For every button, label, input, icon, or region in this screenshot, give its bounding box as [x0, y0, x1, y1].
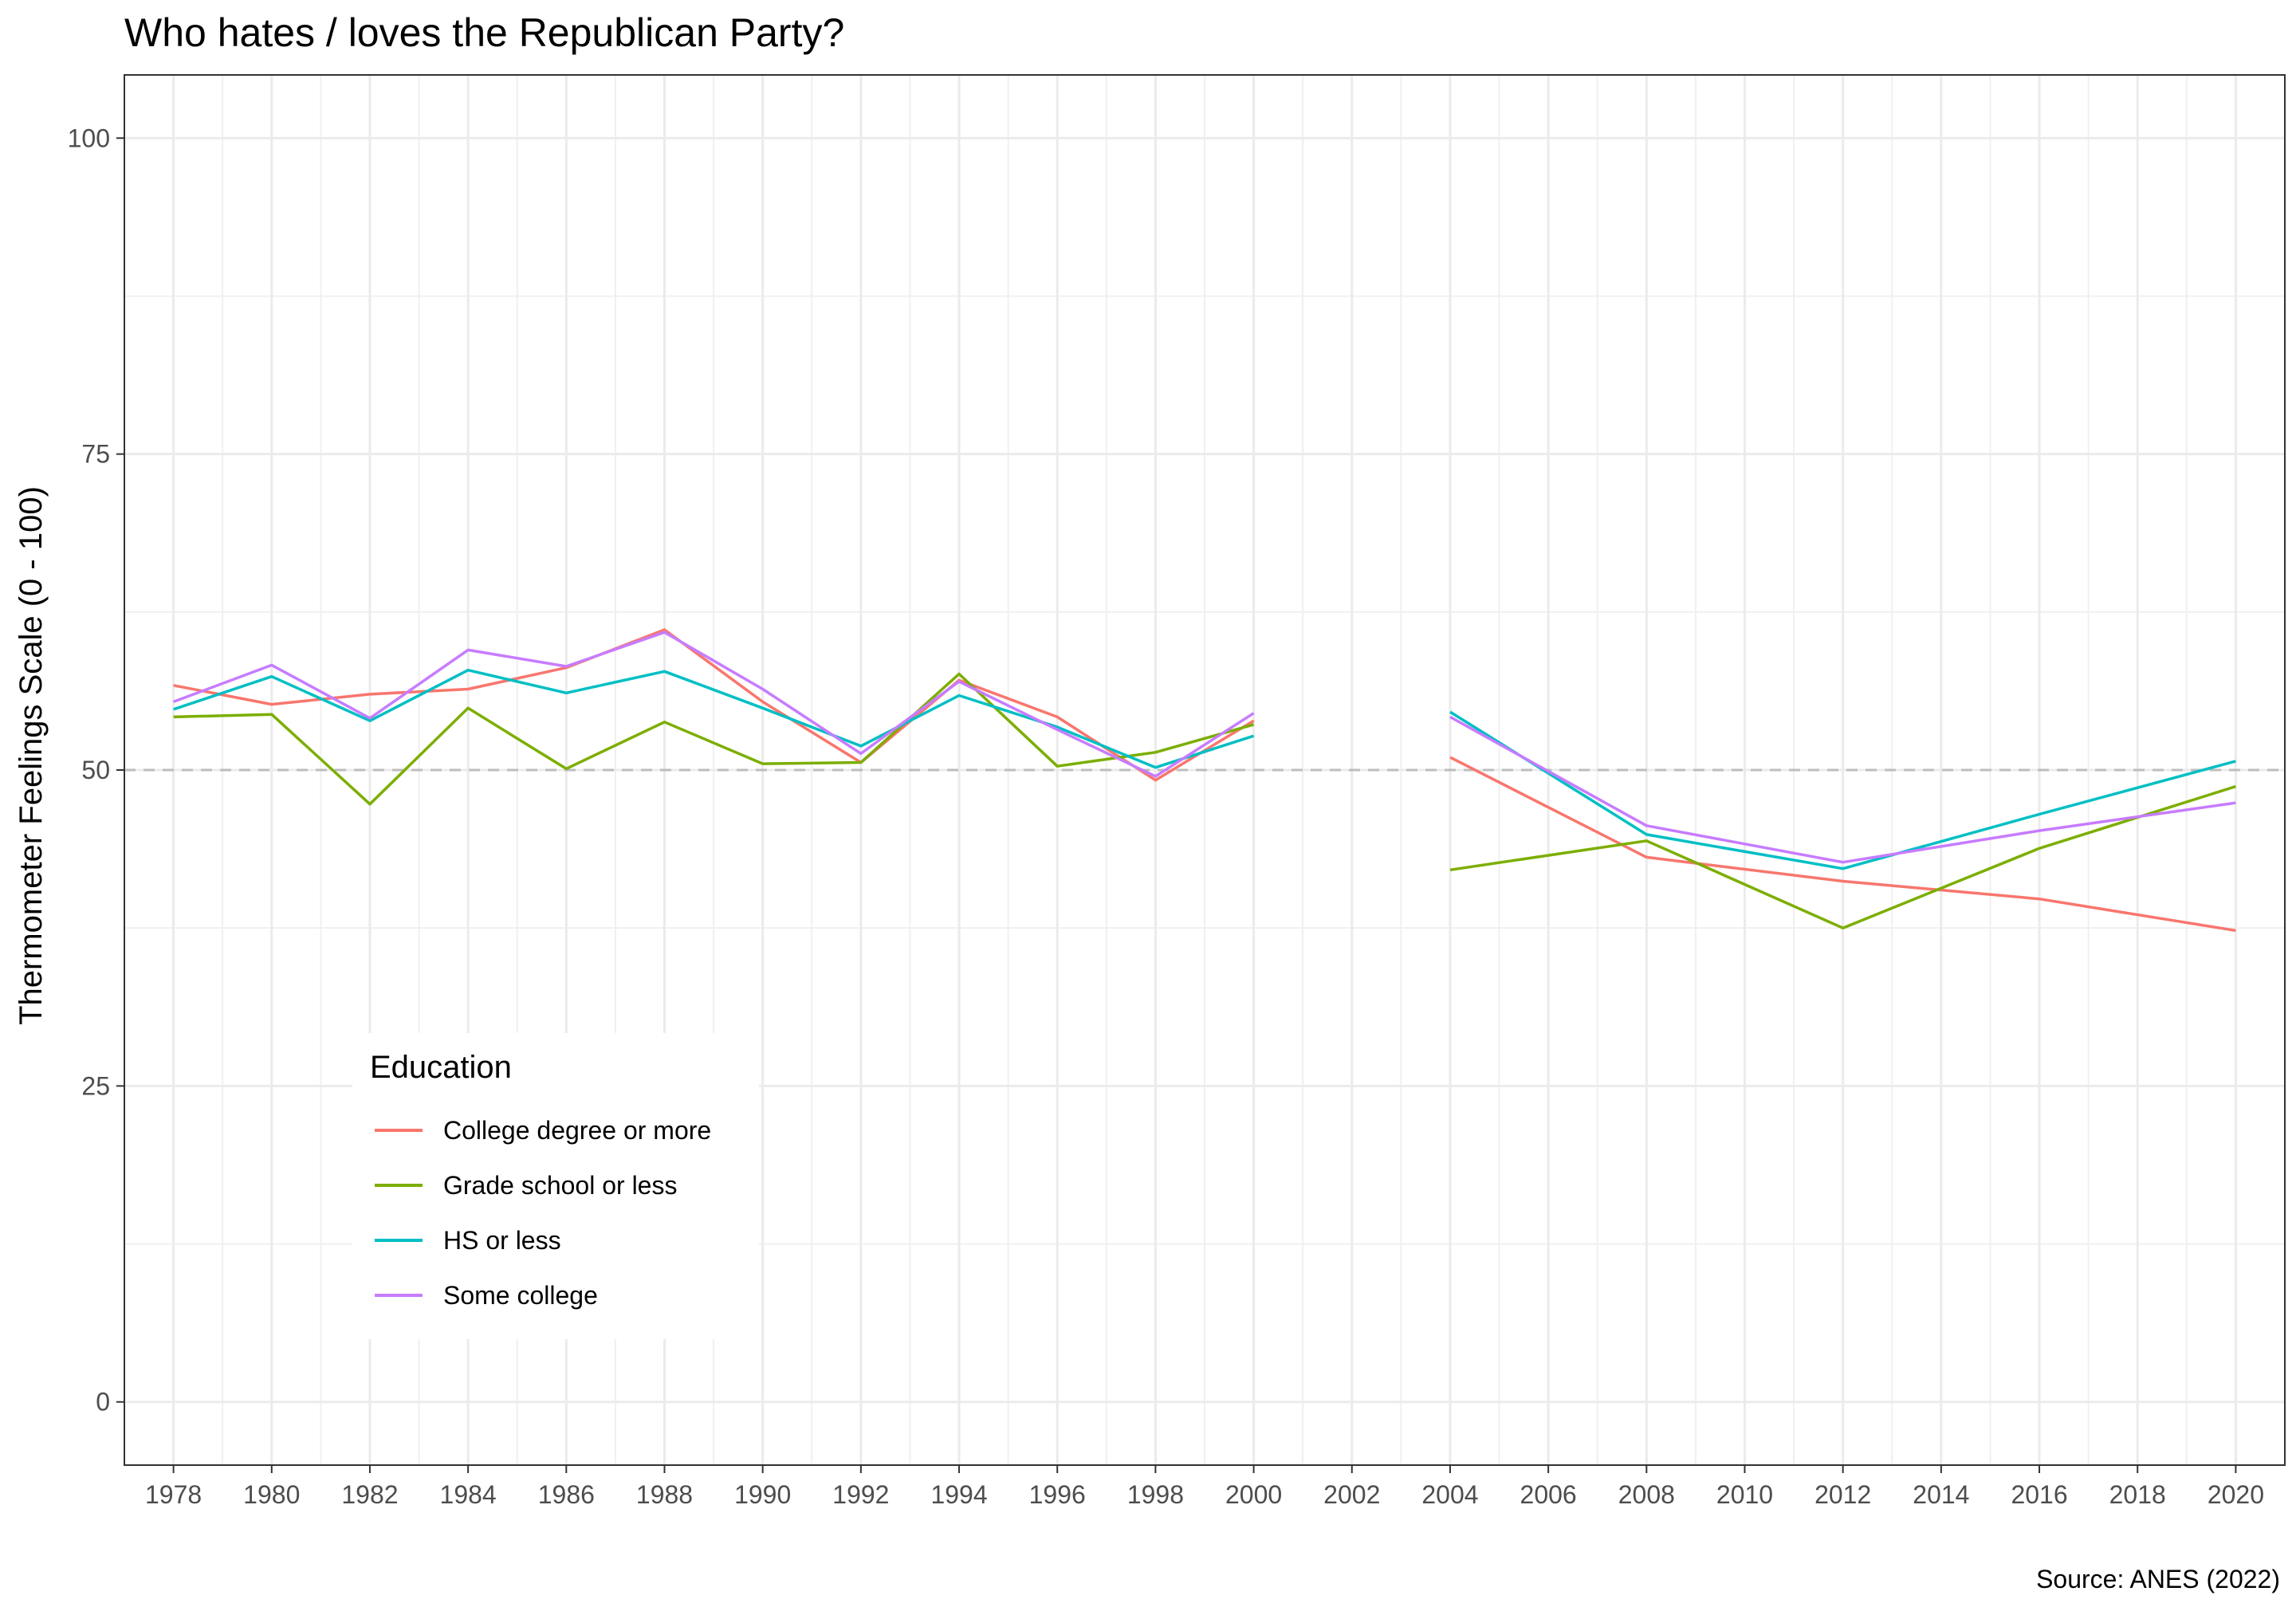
x-tick-label: 2020 [2208, 1480, 2264, 1509]
legend-items: College degree or more Grade school or le… [375, 1116, 711, 1310]
legend-title: Education [370, 1050, 512, 1085]
x-tick-label: 2018 [2109, 1480, 2166, 1509]
legend-label-college-degree-or-more: College degree or more [443, 1116, 711, 1145]
legend: Education College degree or more Grade sc… [352, 1033, 759, 1339]
x-tick-label: 1996 [1029, 1480, 1086, 1509]
y-axis-label: Thermometer Feelings Scale (0 - 100) [14, 486, 49, 1025]
x-tick-label: 2010 [1716, 1480, 1773, 1509]
series-line-hs-or-less-segment-2 [1449, 710, 2236, 870]
caption: Source: ANES (2022) [2036, 1565, 2280, 1593]
x-tick-label: 1980 [243, 1480, 300, 1509]
series-line-college-degree-or-more-segment-1 [173, 628, 1255, 782]
series-line-hs-or-less-segment-1 [173, 668, 1255, 769]
series-line-some-college-segment-2 [1449, 715, 2236, 864]
x-tick-label: 1982 [341, 1480, 398, 1509]
y-axis: 0 25 50 75 100 [68, 124, 124, 1416]
x-tick-label: 2006 [1520, 1480, 1577, 1509]
series-line-grade-school-or-less-segment-1 [173, 672, 1255, 806]
legend-label-grade-school-or-less: Grade school or less [443, 1171, 677, 1200]
y-tick-label: 75 [81, 440, 110, 469]
x-tick-label: 1994 [930, 1480, 987, 1509]
x-tick-label: 2002 [1323, 1480, 1380, 1509]
x-tick-label: 1988 [636, 1480, 693, 1509]
series-layer [172, 628, 2236, 933]
y-tick-label: 0 [96, 1388, 110, 1416]
x-tick-label: 2016 [2011, 1480, 2067, 1509]
legend-label-some-college: Some college [443, 1281, 598, 1310]
x-tick-label: 2000 [1225, 1480, 1282, 1509]
x-axis: 1978 1980 1982 1984 1986 1988 1990 1992 1994 1996… [145, 1465, 2264, 1509]
series-line-some-college-segment-1 [172, 631, 1255, 778]
series-line-college-degree-or-more-segment-2 [1449, 756, 2236, 933]
x-tick-label: 2008 [1618, 1480, 1675, 1509]
x-tick-label: 1990 [734, 1480, 791, 1509]
series-line-grade-school-or-less-segment-2 [1449, 784, 2236, 929]
legend-label-hs-or-less: HS or less [443, 1226, 561, 1255]
x-tick-label: 1986 [538, 1480, 595, 1509]
chart-title: Who hates / loves the Republican Party? [124, 10, 844, 55]
x-tick-label: 1992 [832, 1480, 889, 1509]
x-tick-label: 2014 [1913, 1480, 1969, 1509]
x-tick-label: 1984 [440, 1480, 497, 1509]
x-tick-label: 1978 [145, 1480, 202, 1509]
x-tick-label: 2012 [1814, 1480, 1871, 1509]
y-tick-label: 100 [68, 124, 110, 152]
y-tick-label: 50 [81, 756, 110, 784]
x-tick-label: 2004 [1421, 1480, 1478, 1509]
y-tick-label: 25 [81, 1071, 110, 1100]
x-tick-label: 1998 [1127, 1480, 1184, 1509]
